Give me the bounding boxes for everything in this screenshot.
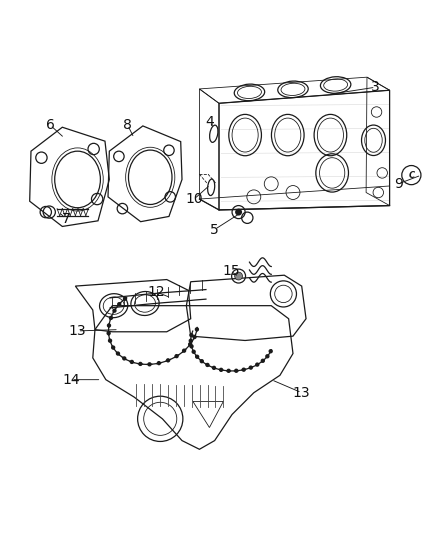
Text: 12: 12 [147,285,165,298]
Circle shape [195,327,199,332]
Circle shape [219,368,223,372]
Circle shape [107,324,111,328]
Circle shape [261,359,265,363]
Text: 6: 6 [46,118,55,132]
Circle shape [192,335,197,339]
Circle shape [255,362,259,367]
Circle shape [195,354,199,359]
Text: 13: 13 [293,386,311,400]
Circle shape [241,368,246,372]
Text: 14: 14 [62,373,80,386]
Circle shape [123,296,127,301]
Text: 4: 4 [205,115,214,129]
Circle shape [108,338,112,343]
Circle shape [189,333,194,337]
Text: 10: 10 [185,192,203,206]
Circle shape [205,363,210,367]
Text: 7: 7 [61,212,70,225]
Circle shape [249,366,253,370]
Circle shape [265,354,269,359]
Text: C: C [408,171,414,180]
Circle shape [268,349,273,353]
Circle shape [226,369,231,373]
Circle shape [109,316,113,320]
Circle shape [235,208,242,215]
Circle shape [157,361,161,365]
Circle shape [116,351,120,356]
Text: 15: 15 [222,264,240,278]
Text: 3: 3 [371,80,380,94]
Text: 8: 8 [123,118,132,132]
Circle shape [111,345,115,350]
Text: 9: 9 [394,177,403,191]
Circle shape [117,302,121,306]
Circle shape [166,358,170,362]
Circle shape [191,350,196,354]
Circle shape [200,359,204,364]
Circle shape [174,354,179,358]
Circle shape [130,360,134,364]
Text: 5: 5 [210,222,219,237]
Circle shape [112,309,117,313]
Circle shape [188,342,192,346]
Circle shape [234,369,238,373]
Circle shape [147,362,152,367]
Circle shape [122,356,127,361]
Circle shape [235,272,243,280]
Circle shape [138,362,142,366]
Circle shape [182,349,186,353]
Text: 13: 13 [69,324,86,338]
Circle shape [106,331,111,335]
Circle shape [189,338,193,343]
Circle shape [212,366,216,370]
Circle shape [189,344,194,349]
